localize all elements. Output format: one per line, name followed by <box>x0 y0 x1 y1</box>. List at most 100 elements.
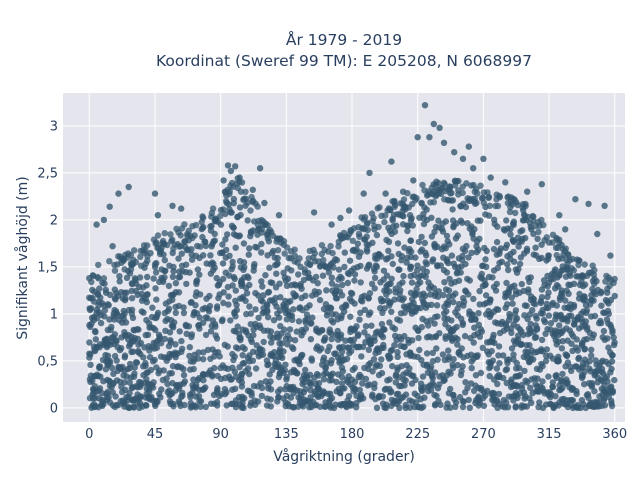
data-point <box>189 382 196 389</box>
data-point <box>386 227 394 235</box>
data-point <box>515 243 522 250</box>
data-point <box>205 308 213 315</box>
data-point <box>476 333 484 340</box>
x-axis-title: Vågriktning (grader) <box>273 448 415 465</box>
data-point <box>386 319 393 326</box>
data-point <box>178 337 185 345</box>
data-point <box>537 310 545 317</box>
data-point <box>350 341 357 349</box>
outlier-point <box>86 275 93 282</box>
data-point <box>232 297 239 304</box>
data-point <box>191 356 198 363</box>
data-point <box>129 384 136 391</box>
data-point <box>373 231 381 239</box>
data-point <box>532 381 539 388</box>
data-point <box>118 345 125 352</box>
data-point <box>404 254 411 261</box>
data-point <box>530 356 537 363</box>
data-point <box>231 368 238 375</box>
data-point <box>575 325 583 332</box>
data-point <box>450 298 457 306</box>
data-point <box>363 241 370 248</box>
data-point <box>232 328 239 335</box>
data-point <box>493 306 500 313</box>
data-point <box>179 389 186 397</box>
data-point <box>500 352 507 359</box>
data-point <box>295 271 302 278</box>
data-point <box>589 334 596 341</box>
data-point <box>517 341 525 348</box>
data-point <box>328 274 335 281</box>
data-point <box>325 248 332 255</box>
data-point <box>433 345 440 352</box>
data-point <box>336 357 343 364</box>
data-point <box>605 393 612 401</box>
data-point <box>549 231 557 238</box>
data-point <box>539 362 546 370</box>
data-point <box>418 404 425 412</box>
data-point <box>214 398 221 406</box>
data-point <box>224 231 231 238</box>
data-point <box>341 249 348 256</box>
data-point <box>386 288 393 295</box>
data-point <box>440 243 448 250</box>
data-point <box>232 344 240 351</box>
data-point <box>447 334 454 341</box>
data-point <box>403 259 410 266</box>
data-point <box>214 282 221 289</box>
data-point <box>506 285 513 292</box>
data-point <box>552 316 559 323</box>
data-point <box>572 344 580 351</box>
data-point <box>463 242 470 250</box>
data-point <box>89 395 97 402</box>
data-point <box>449 206 456 213</box>
data-point <box>603 272 610 280</box>
data-point <box>232 385 239 392</box>
data-point <box>283 373 290 381</box>
data-point <box>537 297 544 305</box>
data-point <box>519 227 526 234</box>
data-point <box>446 241 453 248</box>
outlier-point <box>109 243 116 250</box>
data-point <box>445 293 453 300</box>
data-point <box>333 378 340 386</box>
data-point <box>355 331 362 338</box>
data-point <box>247 321 254 328</box>
data-point <box>123 274 131 281</box>
data-point <box>379 333 387 341</box>
x-tick-label: 180 <box>340 427 365 442</box>
data-point <box>438 225 446 233</box>
data-point <box>361 364 368 372</box>
data-point <box>221 386 229 393</box>
data-point <box>273 303 280 310</box>
outlier-point <box>601 202 608 209</box>
data-point <box>507 231 514 238</box>
data-point <box>470 235 477 242</box>
data-point <box>459 398 467 405</box>
data-point <box>383 283 390 290</box>
outlier-point <box>538 181 545 188</box>
data-point <box>324 347 331 355</box>
data-point <box>188 256 196 263</box>
data-point <box>87 361 94 368</box>
data-point <box>169 273 177 280</box>
data-point <box>178 250 185 257</box>
data-point <box>428 214 435 221</box>
data-point <box>149 358 157 365</box>
data-point <box>556 322 563 329</box>
data-point <box>157 353 165 360</box>
data-point <box>91 347 98 354</box>
data-point <box>386 299 393 307</box>
data-point <box>96 285 103 292</box>
data-point <box>570 267 577 274</box>
data-point <box>327 242 334 250</box>
data-point <box>192 404 199 411</box>
data-point <box>467 380 475 387</box>
data-point <box>167 231 174 238</box>
data-point <box>295 318 303 325</box>
data-point <box>430 285 438 292</box>
data-point <box>386 206 394 213</box>
data-point <box>516 372 524 379</box>
data-point <box>405 222 412 229</box>
data-point <box>271 254 278 261</box>
